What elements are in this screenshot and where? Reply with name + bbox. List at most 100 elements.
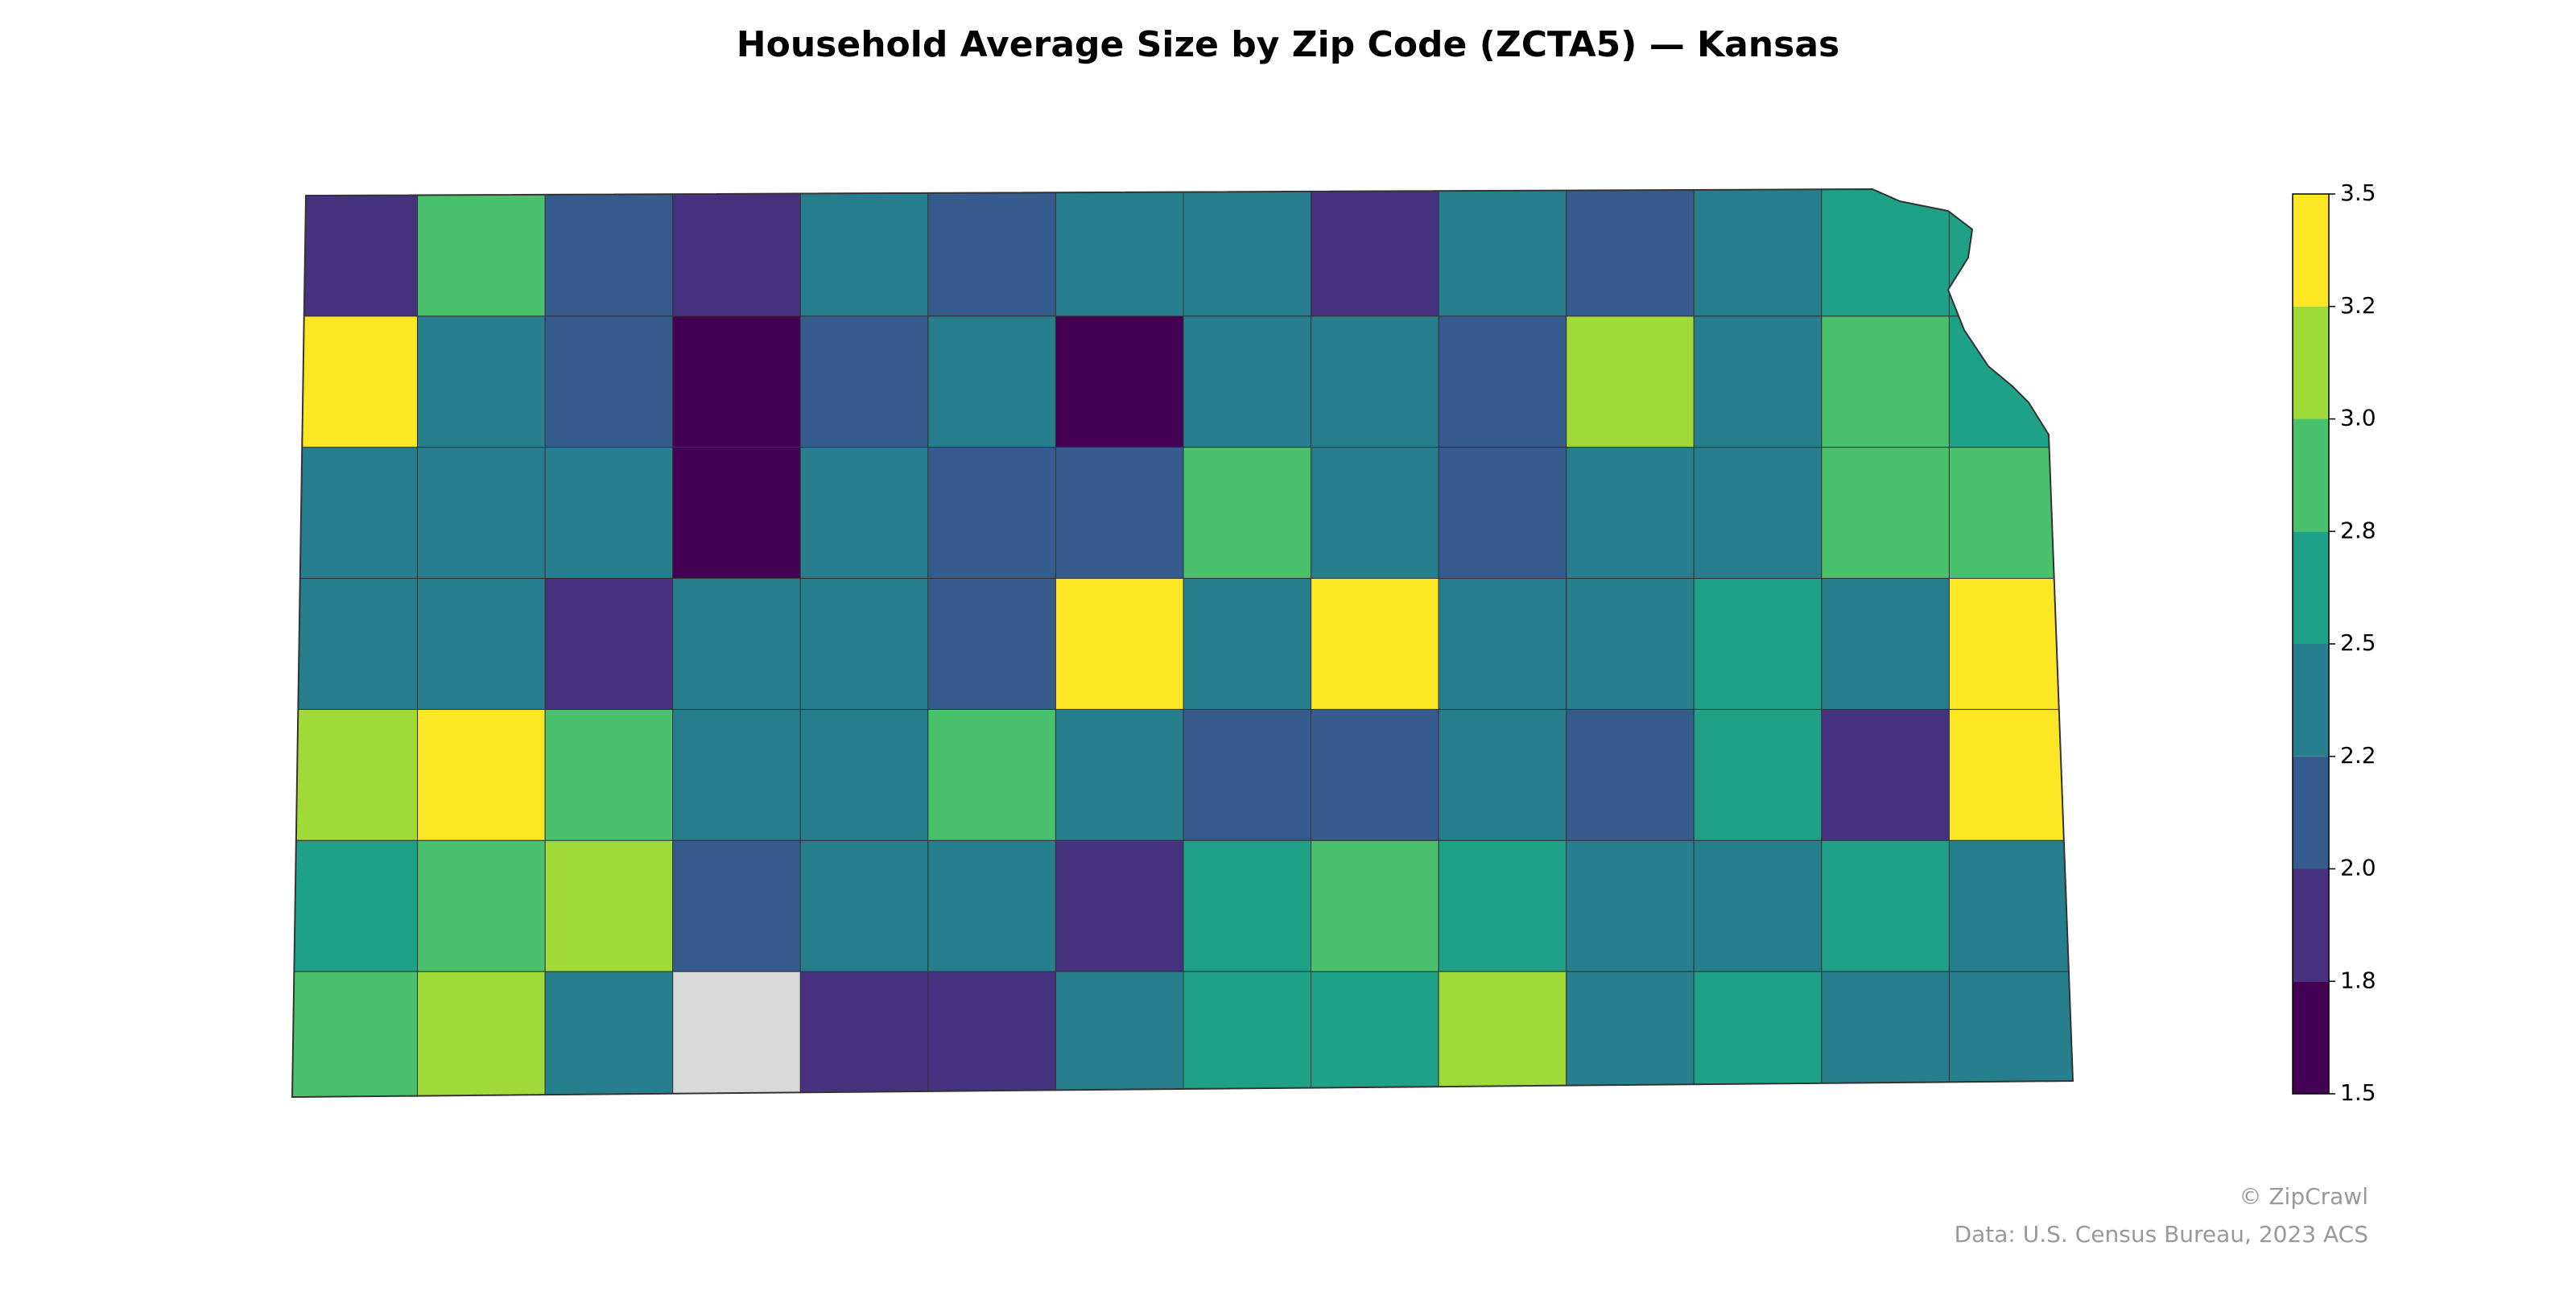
zip-region: [417, 708, 546, 841]
zip-region: [292, 447, 419, 580]
zip-region: [1693, 578, 1823, 710]
zip-region: [1438, 839, 1567, 972]
zip-region: [1311, 708, 1439, 841]
credit: © ZipCrawl: [2239, 1183, 2368, 1210]
zip-region: [927, 316, 1056, 448]
colorbar-bin: [2293, 531, 2329, 644]
zip-region: [1055, 189, 1184, 317]
zip-region: [544, 708, 674, 841]
zip-region: [1693, 971, 1823, 1097]
zip-region: [417, 447, 546, 580]
zip-region: [417, 316, 546, 448]
zip-region: [927, 971, 1056, 1097]
zip-region: [799, 447, 929, 580]
zip-region: [799, 708, 929, 841]
zip-region: [799, 971, 929, 1097]
zip-region: [544, 971, 674, 1097]
colorbar: 1.5 1.8 2.0 2.2 2.5 2.8 3.0 3.2 3.5: [2292, 179, 2376, 1106]
zip-region: [1948, 447, 2073, 580]
colorbar-bin: [2293, 644, 2329, 757]
colorbar-bin: [2293, 306, 2329, 419]
zip-region: [799, 316, 929, 448]
zip-region: [1438, 971, 1567, 1097]
zip-region: [1566, 316, 1695, 448]
zip-region: [292, 839, 419, 972]
map-regions: [292, 189, 2073, 1097]
state-outline: [291, 188, 2074, 1099]
colorbar-tick-label: 1.5: [2340, 1079, 2376, 1106]
colorbar-bin: [2293, 419, 2329, 532]
zip-region: [927, 447, 1056, 580]
zip-region: [1821, 578, 1950, 710]
colorbar-bin: [2293, 194, 2329, 307]
zip-region: [1183, 839, 1312, 972]
zip-region: [1566, 708, 1695, 841]
zip-region: [1311, 447, 1439, 580]
zip-region: [1821, 971, 1950, 1097]
zip-region: [927, 708, 1056, 841]
zip-region: [1055, 839, 1184, 972]
zip-region: [1821, 189, 1950, 317]
zip-region: [417, 189, 546, 317]
zip-region: [672, 839, 801, 972]
colorbar-tick-label: 2.2: [2340, 742, 2376, 769]
zip-region: [672, 971, 801, 1097]
zip-region: [1055, 447, 1184, 580]
colorbar-tick-label: 2.8: [2340, 517, 2376, 543]
zip-region: [1693, 189, 1823, 317]
source: Data: U.S. Census Bureau, 2023 ACS: [1955, 1221, 2368, 1248]
colorbar-tick-label: 2.0: [2340, 855, 2376, 881]
zip-region: [1821, 447, 1950, 580]
colorbar-bin: [2293, 981, 2329, 1094]
zip-region: [1311, 971, 1439, 1097]
zip-region: [1948, 189, 2073, 317]
colorbar-bin: [2293, 868, 2329, 982]
zip-region: [799, 839, 929, 972]
zip-region: [1566, 189, 1695, 317]
zip-region: [1948, 839, 2073, 972]
zip-region: [672, 189, 801, 317]
zip-region: [1183, 971, 1312, 1097]
zip-region: [1948, 708, 2073, 841]
colorbar-tick-label: 3.0: [2340, 405, 2376, 431]
zip-region: [1566, 447, 1695, 580]
zip-region: [417, 839, 546, 972]
zip-region: [672, 578, 801, 710]
zip-region: [292, 971, 419, 1097]
zip-region: [417, 578, 546, 710]
zip-region: [1311, 839, 1439, 972]
zip-region: [927, 839, 1056, 972]
zip-region: [1438, 316, 1567, 448]
zip-region: [1055, 316, 1184, 448]
zip-region: [927, 578, 1056, 710]
zip-region: [1183, 578, 1312, 710]
zip-region: [927, 189, 1056, 317]
zip-region: [544, 316, 674, 448]
colorbar-tick-label: 1.8: [2340, 967, 2376, 993]
zip-region: [1438, 708, 1567, 841]
zip-region: [1693, 839, 1823, 972]
zip-region: [1821, 839, 1950, 972]
zip-region: [1183, 447, 1312, 580]
zip-region: [1566, 971, 1695, 1097]
zip-region: [544, 189, 674, 317]
zip-region: [1183, 189, 1312, 317]
zip-region: [1566, 578, 1695, 710]
zip-region: [672, 708, 801, 841]
zip-region: [1055, 578, 1184, 710]
zip-region: [1311, 316, 1439, 448]
zip-region: [544, 839, 674, 972]
zip-region: [1566, 839, 1695, 972]
zip-region: [799, 578, 929, 710]
zip-region: [799, 189, 929, 317]
colorbar-tick-label: 2.5: [2340, 629, 2376, 656]
zip-region: [1821, 708, 1950, 841]
zip-region: [292, 708, 419, 841]
zip-region: [417, 971, 546, 1097]
zip-region: [1821, 316, 1950, 448]
zip-region: [1438, 447, 1567, 580]
zip-region: [292, 578, 419, 710]
zip-region: [292, 316, 419, 448]
